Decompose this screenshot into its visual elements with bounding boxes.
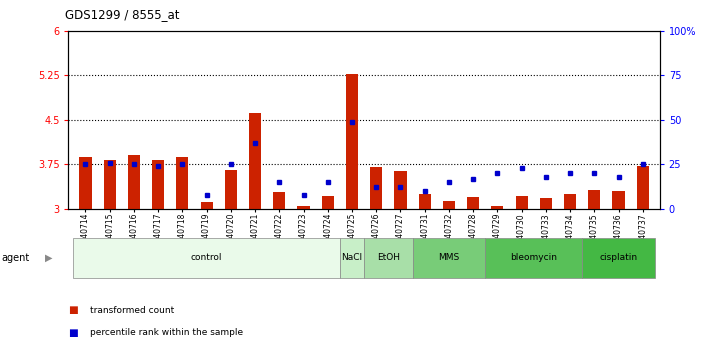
Text: MMS: MMS — [438, 253, 459, 263]
Bar — [370, 167, 382, 209]
Bar — [79, 157, 92, 209]
Text: cisplatin: cisplatin — [599, 253, 637, 263]
Bar — [128, 155, 140, 209]
Bar — [225, 170, 237, 209]
Text: bleomycin: bleomycin — [510, 253, 557, 263]
Bar — [491, 206, 503, 209]
Bar — [612, 191, 624, 209]
Text: ■: ■ — [68, 306, 79, 315]
Text: percentile rank within the sample: percentile rank within the sample — [90, 328, 243, 337]
Bar — [467, 197, 479, 209]
Bar — [273, 192, 286, 209]
Text: ▶: ▶ — [45, 253, 52, 263]
Bar — [540, 198, 552, 209]
Bar — [346, 74, 358, 209]
Text: GDS1299 / 8555_at: GDS1299 / 8555_at — [65, 8, 180, 21]
Text: NaCl: NaCl — [342, 253, 363, 263]
Bar — [249, 113, 261, 209]
Text: control: control — [191, 253, 222, 263]
Bar — [200, 201, 213, 209]
Bar — [394, 171, 407, 209]
Text: ■: ■ — [68, 328, 79, 338]
Bar — [322, 196, 334, 209]
Bar — [152, 160, 164, 209]
Bar — [516, 196, 528, 209]
Bar — [177, 157, 188, 209]
Text: agent: agent — [1, 253, 30, 263]
Text: EtOH: EtOH — [377, 253, 400, 263]
Bar — [588, 190, 601, 209]
Bar — [564, 194, 576, 209]
Bar — [443, 201, 455, 209]
Bar — [419, 194, 430, 209]
Text: transformed count: transformed count — [90, 306, 174, 315]
Bar — [298, 206, 309, 209]
Bar — [104, 160, 116, 209]
Bar — [637, 166, 649, 209]
